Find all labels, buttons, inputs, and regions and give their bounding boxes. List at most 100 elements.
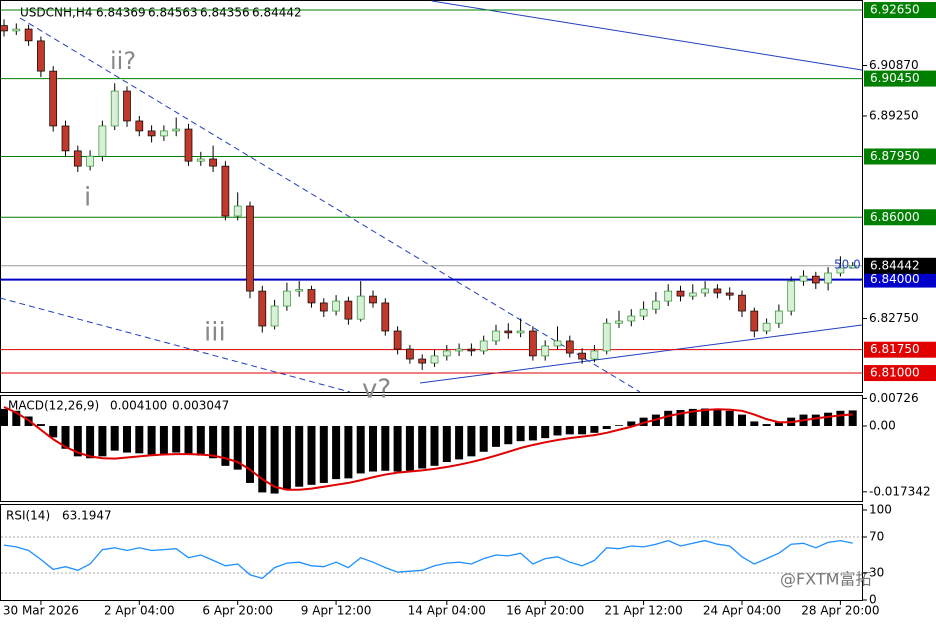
- macd-bar: [848, 410, 857, 426]
- candle-body: [246, 205, 254, 292]
- x-tick-label: 30 Mar 2026: [3, 604, 79, 618]
- candle-body: [147, 130, 156, 137]
- candle-body: [442, 350, 451, 357]
- level-box: [864, 271, 936, 288]
- candle-body: [37, 40, 45, 72]
- y-tick-label: 6.90870: [869, 58, 919, 72]
- candle-body: [258, 290, 267, 327]
- candle-body: [565, 340, 574, 354]
- macd-bar: [774, 422, 783, 426]
- y-tick-label: 6.89250: [869, 108, 919, 122]
- x-tick-label: 21 Apr 12:00: [604, 604, 682, 618]
- macd-bar: [738, 414, 746, 426]
- macd-bar: [344, 425, 353, 479]
- candle-body: [209, 158, 217, 167]
- macd-bar: [492, 425, 500, 447]
- watermark: @FXTM富拓: [780, 570, 871, 589]
- symbol: USDCNH,H4: [20, 6, 93, 20]
- candle-body: [73, 150, 82, 167]
- trendline: [419, 324, 863, 384]
- candle-body: [344, 300, 353, 320]
- macd-bar: [110, 425, 119, 451]
- price-label: 6.84442: [870, 258, 920, 272]
- candle-body: [713, 288, 722, 294]
- macd-bar: [319, 425, 328, 483]
- macd-bar: [615, 425, 623, 426]
- candle-body: [221, 165, 230, 217]
- candle-body: [307, 289, 316, 304]
- candle-body: [688, 292, 697, 297]
- macd-bar: [455, 425, 464, 460]
- wave-label: ii?: [110, 47, 136, 75]
- macd-bar: [824, 412, 833, 426]
- signal-line: [3, 406, 853, 491]
- wave-label: v?: [362, 375, 391, 405]
- candle-body: [135, 120, 144, 132]
- candle-body: [369, 295, 377, 304]
- candle-body: [799, 275, 808, 282]
- macd-bar: [356, 425, 365, 474]
- macd-bar: [836, 410, 845, 426]
- main-frame: [0, 0, 863, 393]
- macd-bar: [479, 425, 488, 452]
- macd-bar: [196, 425, 205, 456]
- macd-bar: [516, 425, 525, 442]
- candle-body: [110, 90, 119, 127]
- candle-body: [332, 300, 340, 312]
- candle-body: [233, 205, 242, 217]
- macd-bar: [221, 425, 230, 466]
- level-label: 6.81750: [870, 342, 920, 356]
- macd-bar: [762, 424, 771, 426]
- candle-body: [590, 350, 599, 360]
- x-tick-label: 14 Apr 04:00: [408, 604, 486, 618]
- candle-body: [24, 28, 33, 42]
- macd-value: 0.004100: [110, 399, 167, 413]
- low: 6.84356: [200, 6, 250, 20]
- y-tick-label: 70: [869, 530, 884, 544]
- y-tick-label: 0: [869, 593, 877, 607]
- open: 6.84369: [96, 6, 146, 20]
- macd-bar: [258, 425, 267, 493]
- price-box: [864, 257, 936, 274]
- level-box: [864, 209, 936, 226]
- macd-bar: [86, 425, 95, 459]
- candle-body: [738, 294, 746, 312]
- candle-body: [61, 125, 70, 152]
- macd-title: MACD(12,26,9): [8, 399, 99, 413]
- level-box: [864, 341, 936, 358]
- candle-body: [824, 272, 832, 284]
- rsi-value: 63.1947: [62, 509, 112, 523]
- wave-label: i: [84, 183, 91, 213]
- macd-bar: [233, 425, 242, 470]
- candle-body: [775, 310, 783, 324]
- macd-signal-value: 0.003047: [172, 399, 229, 413]
- candle-body: [196, 158, 205, 162]
- rsi-line: [3, 539, 853, 580]
- macd-bar: [528, 425, 537, 441]
- macd-bar: [701, 408, 710, 426]
- macd-bar: [676, 410, 685, 426]
- level-box: [864, 2, 936, 19]
- candle-body: [479, 340, 488, 352]
- candle-body: [98, 125, 107, 157]
- candle-body: [467, 348, 476, 352]
- candle-body: [455, 348, 463, 352]
- candle-body: [750, 310, 759, 332]
- candle-body: [418, 358, 427, 364]
- macd-bar: [369, 425, 377, 472]
- trendline: [19, 17, 641, 393]
- candle-body: [393, 330, 402, 350]
- candle-body: [762, 322, 771, 332]
- candle-body: [836, 267, 845, 274]
- macd-bar: [541, 425, 550, 439]
- candle-body: [492, 330, 500, 342]
- macd-bar: [725, 410, 734, 426]
- macd-bar: [0, 408, 8, 426]
- macd-bar: [590, 425, 599, 433]
- macd-bar: [147, 425, 156, 455]
- candle-body: [553, 340, 562, 347]
- wave-label: iii: [204, 318, 226, 348]
- macd-bar: [73, 425, 82, 457]
- candle-body: [295, 289, 304, 292]
